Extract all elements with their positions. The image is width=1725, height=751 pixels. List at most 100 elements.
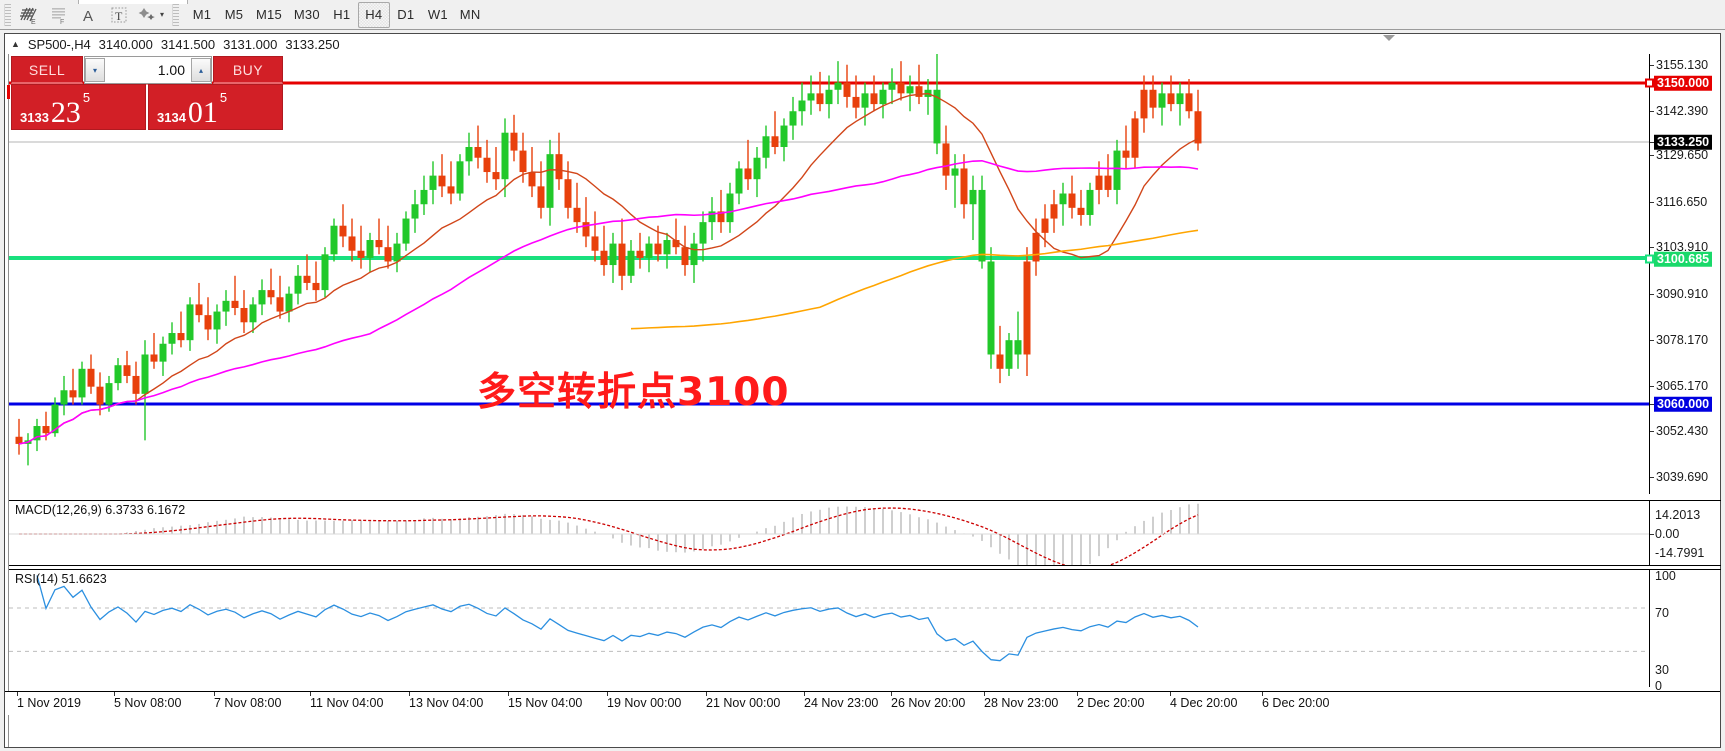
- volume-increase-button[interactable]: ▴: [191, 58, 211, 82]
- price-axis-label: 3039.690: [1656, 469, 1709, 484]
- price-pane[interactable]: 多空转折点3100: [9, 54, 1649, 494]
- sell-price-cell[interactable]: 3133 23 5: [7, 84, 146, 130]
- timeframe-mn[interactable]: MN: [459, 7, 481, 22]
- text-icon[interactable]: A: [74, 2, 104, 28]
- rsi-axis-label: 70: [1655, 606, 1669, 620]
- time-axis-tick: [1077, 692, 1078, 696]
- objects-dropdown-caret[interactable]: ▾: [160, 10, 165, 19]
- timeframe-button-group: M1 M5 M15 M30 H1 H4 D1 W1 MN: [186, 1, 486, 28]
- sell-price-main: 23: [50, 96, 81, 130]
- timeframe-d1[interactable]: D1: [397, 7, 415, 22]
- time-axis-label: 11 Nov 04:00: [310, 696, 384, 710]
- chart-window: ▲ SP500-,H4 3140.000 3141.500 3131.000 3…: [4, 33, 1721, 748]
- timeframe-m15[interactable]: M15: [256, 7, 282, 22]
- chart-plot-area: 多空转折点3100 3155.130 3150.000 3142.390 3133.2…: [5, 54, 1721, 747]
- time-axis-label: 2 Dec 20:00: [1077, 696, 1145, 710]
- scroll-position-marker-icon[interactable]: [1383, 35, 1395, 41]
- timeframe-m5[interactable]: M5: [224, 7, 244, 22]
- buy-price-cell[interactable]: 3134 01 5: [148, 84, 283, 130]
- ohlc-open: 3140.000: [98, 36, 153, 52]
- time-axis-label: 4 Dec 20:00: [1170, 696, 1238, 710]
- trade-prices-row: 3133 23 5 3134 01 5: [7, 84, 283, 130]
- ohlc-close: 3133.250: [285, 36, 340, 52]
- macd-axis-label: 0.00: [1655, 527, 1680, 541]
- price-axis[interactable]: 3155.130 3150.000 3142.390 3133.250 3129.650…: [1645, 54, 1721, 494]
- objects-icon[interactable]: [134, 2, 164, 28]
- sell-button[interactable]: SELL: [11, 56, 83, 84]
- time-axis-tick: [114, 692, 115, 696]
- rsi-axis-label: 30: [1655, 663, 1669, 677]
- main-toolbar: E F A T: [0, 0, 1725, 30]
- timeframe-m30[interactable]: M30: [293, 7, 320, 22]
- price-axis-label: 3116.650: [1656, 194, 1708, 209]
- buy-price-prefix: 3134: [157, 110, 186, 125]
- level-drag-handle-icon[interactable]: [1645, 254, 1654, 264]
- timeframe-m1[interactable]: M1: [192, 7, 212, 22]
- time-axis-label: 1 Nov 2019: [17, 696, 81, 710]
- time-axis[interactable]: 1 Nov 2019 5 Nov 08:00 7 Nov 08:00 11 Nov 0…: [5, 691, 1720, 715]
- svg-text:F: F: [60, 19, 64, 25]
- price-axis-label: 3103.910: [1656, 239, 1709, 254]
- time-axis-tick: [706, 692, 707, 696]
- macd-axis-label: 14.2013: [1655, 508, 1701, 522]
- time-axis-tick: [984, 692, 985, 696]
- time-axis-label: 5 Nov 08:00: [114, 696, 182, 710]
- time-axis-label: 13 Nov 04:00: [409, 696, 484, 710]
- macd-axis-label: -14.7991: [1655, 546, 1705, 560]
- time-axis-label: 28 Nov 23:00: [984, 696, 1059, 710]
- level-drag-handle-icon[interactable]: [1645, 78, 1654, 88]
- time-axis-label: 21 Nov 00:00: [706, 696, 781, 710]
- volume-input[interactable]: 1.00: [157, 62, 185, 78]
- buy-price-fraction: 5: [219, 90, 228, 105]
- buy-button[interactable]: BUY: [213, 56, 283, 84]
- time-axis-tick: [607, 692, 608, 696]
- time-axis-label: 24 Nov 23:00: [804, 696, 879, 710]
- sell-price-fraction: 5: [82, 90, 91, 105]
- ohlc-high: 3141.500: [160, 36, 216, 52]
- price-axis-label: 3060.000: [1654, 396, 1713, 412]
- chart-annotation-text: 多空转折点3100: [477, 370, 790, 415]
- svg-text:E: E: [31, 19, 36, 25]
- rsi-title: RSI(14) 51.6623: [15, 572, 107, 586]
- timeframe-h4[interactable]: H4: [357, 1, 390, 28]
- price-axis-label: 3133.250: [1654, 134, 1713, 150]
- time-axis-tick: [508, 692, 509, 696]
- price-axis-label: 3090.910: [1656, 286, 1709, 301]
- time-axis-tick: [1170, 692, 1171, 696]
- candlestick-series: [9, 54, 1649, 466]
- macd-title: MACD(12,26,9) 6.3733 6.1672: [15, 503, 186, 517]
- rsi-series: [9, 575, 1649, 662]
- time-axis-label: 7 Nov 08:00: [214, 696, 282, 710]
- templates-icon[interactable]: F: [44, 2, 74, 28]
- one-click-trading-panel: SELL ▾ 1.00 ▴ BUY 3133 23 5 3134 01: [7, 56, 283, 130]
- time-axis-tick: [214, 692, 215, 696]
- timeframe-grip-handle[interactable]: [172, 3, 180, 26]
- price-axis-label: 3129.650: [1656, 147, 1709, 162]
- price-axis-label: 3150.000: [1654, 75, 1713, 91]
- time-axis-tick: [409, 692, 410, 696]
- chart-symbol-label: SP500-,H4: [27, 36, 91, 52]
- time-axis-label: 6 Dec 20:00: [1262, 696, 1330, 710]
- rsi-axis: 100 70 30 0: [1649, 569, 1721, 693]
- time-axis-label: 26 Nov 20:00: [891, 696, 966, 710]
- volume-decrease-button[interactable]: ▾: [85, 58, 105, 82]
- text-label-icon[interactable]: T: [104, 2, 134, 28]
- time-axis-tick: [1262, 692, 1263, 696]
- time-axis-tick: [891, 692, 892, 696]
- bid-tick-marker: [7, 85, 10, 99]
- rsi-axis-label: 100: [1655, 569, 1676, 583]
- time-axis-tick: [17, 692, 18, 696]
- timeframe-h1[interactable]: H1: [333, 7, 351, 22]
- toolbar-grip-handle[interactable]: [4, 3, 11, 26]
- time-axis-label: 19 Nov 00:00: [607, 696, 682, 710]
- rsi-pane[interactable]: RSI(14) 51.6623: [9, 569, 1649, 687]
- svg-text:A: A: [83, 8, 93, 25]
- indicators-icon[interactable]: E: [14, 2, 44, 28]
- buy-price-main: 01: [187, 96, 218, 130]
- price-axis-label: 3142.390: [1656, 103, 1709, 118]
- volume-stepper[interactable]: ▾ 1.00 ▴: [84, 56, 212, 84]
- collapse-arrow-icon[interactable]: ▲: [11, 39, 20, 49]
- macd-pane[interactable]: MACD(12,26,9) 6.3733 6.1672: [9, 500, 1649, 566]
- timeframe-w1[interactable]: W1: [427, 7, 448, 22]
